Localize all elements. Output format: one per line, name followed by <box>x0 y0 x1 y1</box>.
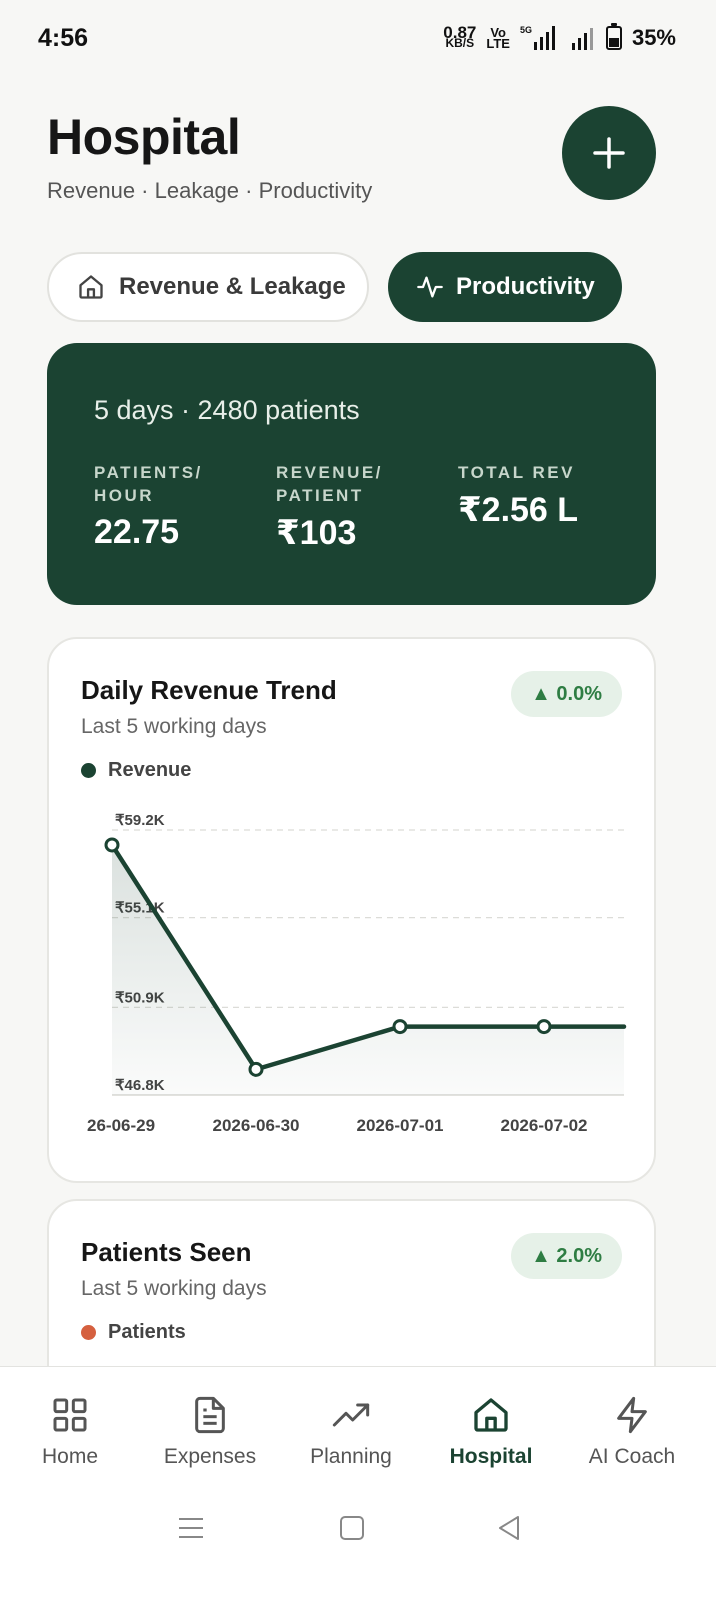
x-tick-label: 26-06-29 <box>87 1116 155 1135</box>
trending-up-icon <box>332 1403 370 1427</box>
summary-headline: 5 days · 2480 patients <box>94 395 360 425</box>
page-title: Hospital <box>47 109 241 165</box>
nav-label: AI Coach <box>588 1445 676 1468</box>
tab-productivity[interactable]: Productivity <box>388 252 622 322</box>
plus-icon <box>593 137 625 169</box>
battery-icon <box>605 23 622 50</box>
stat-label-line: PATIENTS/ <box>94 463 203 482</box>
chart-legend: Patients <box>81 1321 186 1344</box>
revenue-line-chart: ₹46.8K₹50.9K₹55.1K₹59.2K26-06-292026-06-… <box>87 812 627 1135</box>
chart-legend: Revenue <box>81 759 191 782</box>
bottom-nav: Home Expenses Planning Hospital AI Coach <box>0 1366 716 1600</box>
data-point <box>536 1019 552 1035</box>
activity-icon <box>417 276 443 298</box>
volte-indicator: Vo LTE <box>486 25 510 51</box>
nav-item-hospital[interactable]: Hospital <box>426 1395 556 1469</box>
page-subtitle: Revenue · Leakage · Productivity <box>47 178 373 203</box>
summary-card: 5 days · 2480 patients PATIENTS/ HOUR 22… <box>47 343 656 605</box>
stat-label: PATIENTS/ HOUR <box>94 461 203 507</box>
card-title: Patients Seen <box>81 1237 252 1267</box>
network-speed: 0.87 KB/S <box>443 23 477 50</box>
stat-label: REVENUE/ PATIENT <box>276 461 383 507</box>
document-icon <box>195 1396 225 1434</box>
signal-icon <box>571 28 593 50</box>
x-tick-label: 2026-06-30 <box>213 1116 300 1135</box>
network-speed-unit: KB/S <box>445 36 475 50</box>
home-icon <box>79 275 103 299</box>
signal-5g-icon: 5G <box>520 25 555 50</box>
legend-label: Patients <box>108 1321 186 1343</box>
tab-revenue-leakage[interactable]: Revenue & Leakage <box>47 252 369 322</box>
nav-label: Planning <box>310 1445 392 1468</box>
nav-item-ai-coach[interactable]: AI Coach <box>567 1395 697 1469</box>
nav-item-home[interactable]: Home <box>5 1395 135 1469</box>
legend-label: Revenue <box>108 759 192 781</box>
home-icon <box>474 1398 508 1432</box>
x-tick-label: 2026-07-01 <box>357 1116 444 1135</box>
stat-revenue-per-patient: REVENUE/ PATIENT ₹103 <box>276 461 383 553</box>
system-navigation <box>0 1505 716 1555</box>
stat-label-line: TOTAL REV <box>458 463 575 482</box>
stat-value: 22.75 <box>94 513 180 551</box>
status-bar: 4:56 0.87 KB/S Vo LTE 5G 35% <box>0 0 716 80</box>
stat-label-line: HOUR <box>94 486 155 505</box>
network-speed-value: 0.87 <box>443 23 477 42</box>
stat-label-line: PATIENT <box>276 486 364 505</box>
x-tick-label: 2026-07-02 <box>501 1116 588 1135</box>
stat-value: ₹2.56 L <box>458 491 579 529</box>
nav-item-planning[interactable]: Planning <box>286 1395 416 1469</box>
trend-badge: ▲ 2.0% <box>511 1233 622 1279</box>
status-time: 4:56 <box>38 24 89 52</box>
lightning-icon <box>617 1396 647 1434</box>
legend-dot <box>81 1325 96 1340</box>
card-subtitle: Last 5 working days <box>81 1277 267 1300</box>
nav-label: Hospital <box>449 1445 533 1468</box>
add-button[interactable] <box>562 106 656 200</box>
data-point <box>248 1061 264 1077</box>
revenue-area <box>112 844 624 1095</box>
grid-icon <box>53 1398 87 1432</box>
y-tick-label: ₹59.2K <box>115 812 165 829</box>
stat-label: TOTAL REV <box>458 461 578 484</box>
data-point <box>392 1019 408 1035</box>
stat-total-revenue: TOTAL REV ₹2.56 L <box>458 461 578 530</box>
nav-label: Home <box>41 1445 99 1468</box>
back-icon[interactable] <box>496 1515 522 1541</box>
legend-dot <box>81 763 96 778</box>
nav-item-expenses[interactable]: Expenses <box>145 1395 275 1469</box>
home-square-icon[interactable] <box>339 1515 365 1541</box>
trend-badge: ▲ 0.0% <box>511 671 622 717</box>
battery-percent: 35% <box>631 25 676 50</box>
tab-revenue-leakage-label: Revenue & Leakage <box>119 273 346 300</box>
menu-icon[interactable] <box>177 1515 205 1541</box>
stat-value: ₹103 <box>276 514 357 552</box>
status-icons: 0.87 KB/S Vo LTE 5G 35% <box>443 23 676 52</box>
volte-bottom: LTE <box>486 36 510 51</box>
card-subtitle: Last 5 working days <box>81 715 267 738</box>
stat-patients-per-hour: PATIENTS/ HOUR 22.75 <box>94 461 203 552</box>
volte-top: Vo <box>490 25 506 40</box>
data-point <box>104 837 120 853</box>
tab-productivity-label: Productivity <box>456 273 595 300</box>
network-type: 5G <box>520 25 532 35</box>
stat-label-line: REVENUE/ <box>276 463 383 482</box>
card-title: Daily Revenue Trend <box>81 675 337 705</box>
nav-label: Expenses <box>163 1445 257 1468</box>
revenue-trend-card: Daily Revenue Trend Last 5 working days … <box>47 637 656 1183</box>
